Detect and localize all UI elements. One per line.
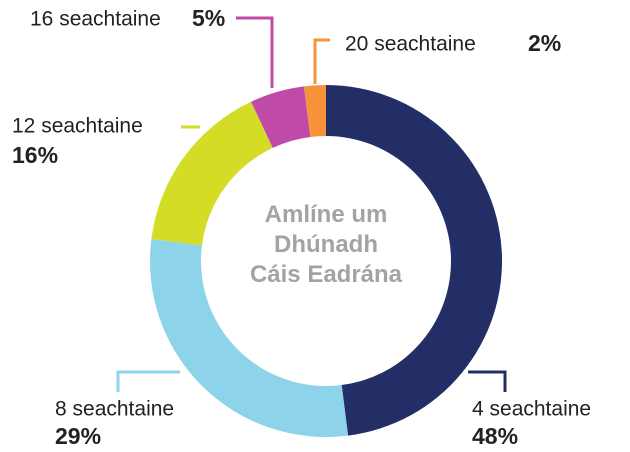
chart-title: Amlíne um Dhúnadh Cáis Eadrána — [249, 201, 403, 288]
slice-label: 12 seachtaine — [12, 115, 143, 138]
value-label: 2% — [528, 30, 561, 56]
slice-label: 4 seachtaine — [472, 398, 591, 421]
leader-line — [236, 16, 274, 88]
donut-slice — [150, 238, 349, 437]
value-label: 48% — [472, 423, 518, 449]
leader-line — [116, 370, 180, 392]
value-label: 16% — [12, 142, 58, 168]
donut-slice — [151, 101, 273, 246]
slice-label: 20 seachtaine — [345, 33, 476, 56]
leader-line — [313, 38, 330, 84]
slice-label: 8 seachtaine — [55, 398, 174, 421]
slice-label: 16 seachtaine — [30, 8, 161, 31]
value-label: 29% — [55, 423, 101, 449]
donut-slice — [251, 86, 311, 148]
donut-slice — [326, 85, 503, 436]
value-label: 5% — [192, 5, 225, 31]
donut-slice — [303, 85, 326, 137]
leader-line — [468, 370, 507, 392]
